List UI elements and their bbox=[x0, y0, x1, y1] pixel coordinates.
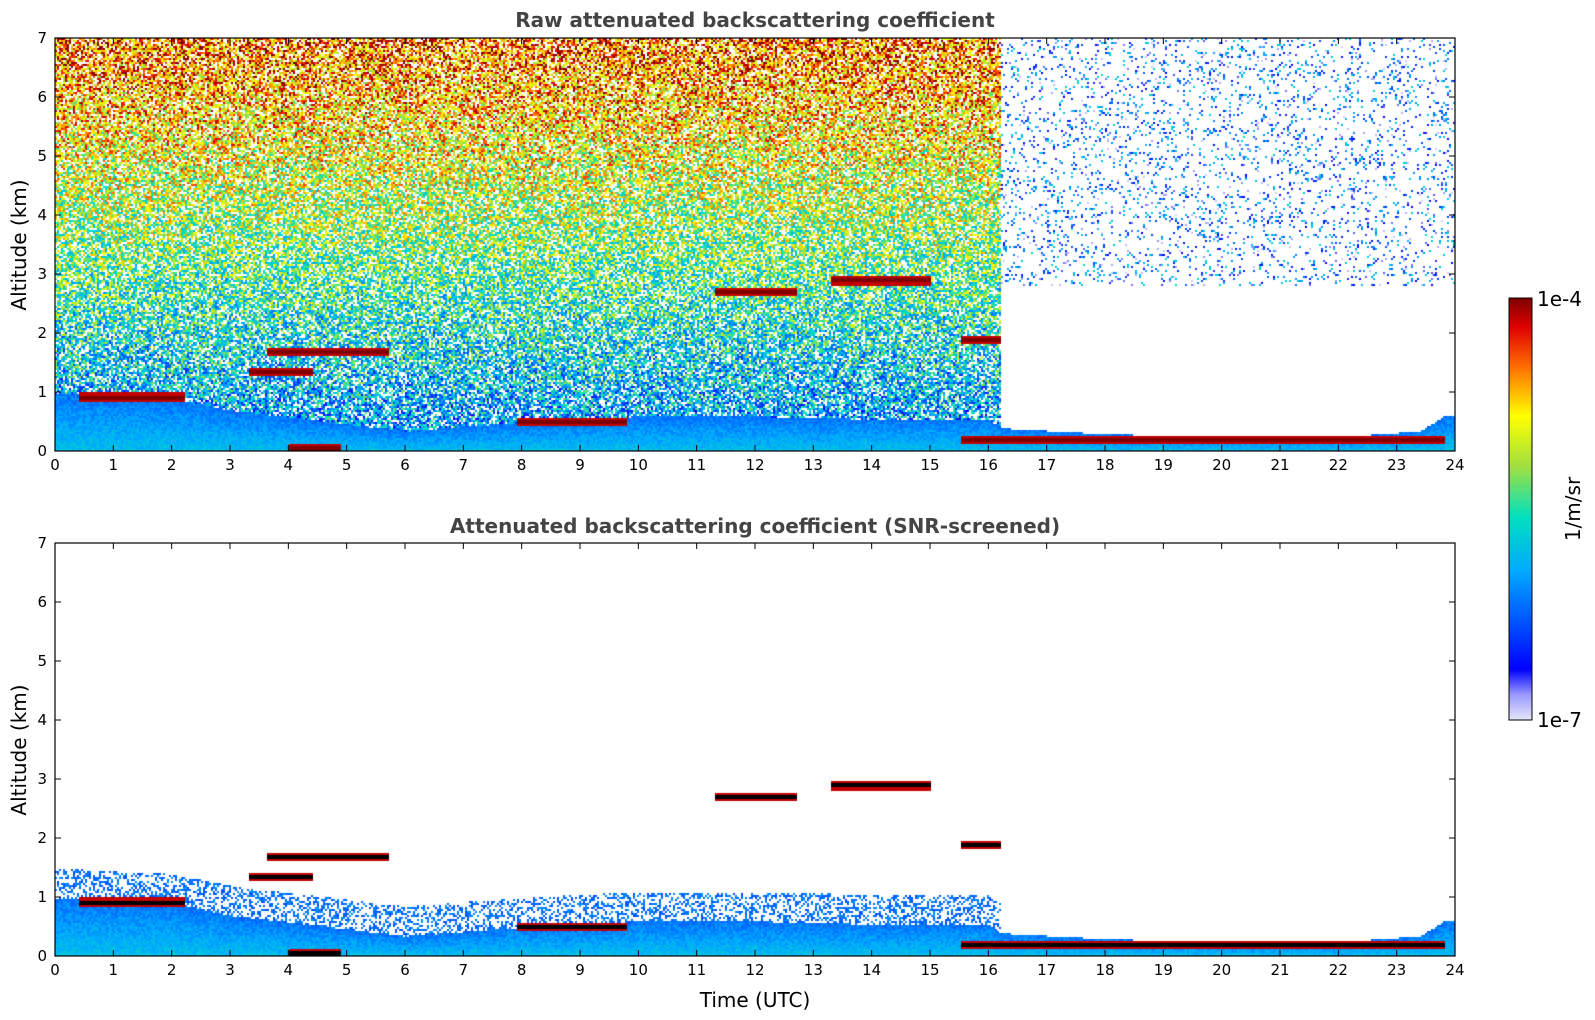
x-tick-label: 10 bbox=[629, 456, 648, 474]
y-tick-label: 1 bbox=[37, 888, 47, 906]
x-tick-label: 1 bbox=[109, 456, 119, 474]
x-tick-label: 4 bbox=[284, 456, 294, 474]
x-tick-label: 2 bbox=[167, 961, 177, 979]
panel-raw-title: Raw attenuated backscattering coefficien… bbox=[515, 8, 995, 32]
x-tick-label: 16 bbox=[979, 456, 998, 474]
panel-screened-heatmap bbox=[55, 543, 1455, 956]
y-tick-label: 3 bbox=[37, 770, 47, 788]
x-tick-label: 12 bbox=[745, 456, 764, 474]
x-tick-label: 20 bbox=[1212, 961, 1231, 979]
y-tick-label: 0 bbox=[37, 947, 47, 965]
y-tick-label: 7 bbox=[37, 29, 47, 47]
colorbar-max-label: 1e-4 bbox=[1537, 287, 1582, 311]
x-tick-label: 9 bbox=[575, 961, 585, 979]
x-tick-label: 1 bbox=[109, 961, 119, 979]
x-tick-label: 19 bbox=[1154, 456, 1173, 474]
x-tick-label: 2 bbox=[167, 456, 177, 474]
x-tick-label: 24 bbox=[1445, 456, 1464, 474]
x-tick-label: 11 bbox=[687, 961, 706, 979]
x-tick-label: 15 bbox=[920, 961, 939, 979]
x-tick-label: 21 bbox=[1270, 456, 1289, 474]
y-tick-label: 0 bbox=[37, 442, 47, 460]
x-tick-label: 5 bbox=[342, 456, 352, 474]
x-tick-label: 17 bbox=[1037, 961, 1056, 979]
x-tick-label: 12 bbox=[745, 961, 764, 979]
y-tick-label: 2 bbox=[37, 324, 47, 342]
x-tick-label: 22 bbox=[1329, 456, 1348, 474]
colorbar-min-label: 1e-7 bbox=[1537, 708, 1582, 732]
x-tick-label: 6 bbox=[400, 456, 410, 474]
panel-raw-axes: 0 1 2 3 4 5 6 7 8 9 10 11 12 13 14 15 16 17 18 19 20 21 22 23 24… bbox=[37, 29, 1464, 474]
x-tick-label: 6 bbox=[400, 961, 410, 979]
x-tick-label: 7 bbox=[459, 456, 469, 474]
x-tick-label: 15 bbox=[920, 456, 939, 474]
x-tick-label: 0 bbox=[50, 961, 60, 979]
y-tick-label: 6 bbox=[37, 88, 47, 106]
x-tick-label: 7 bbox=[459, 961, 469, 979]
x-tick-label: 16 bbox=[979, 961, 998, 979]
x-tick-label: 18 bbox=[1095, 961, 1114, 979]
panel-screened-ylabel: Altitude (km) bbox=[7, 684, 31, 815]
colorbar-ramp bbox=[1508, 297, 1533, 721]
x-tick-label: 3 bbox=[225, 456, 235, 474]
x-tick-label: 14 bbox=[862, 961, 881, 979]
y-tick-label: 2 bbox=[37, 829, 47, 847]
x-tick-label: 8 bbox=[517, 961, 527, 979]
x-tick-label: 20 bbox=[1212, 456, 1231, 474]
panel-raw: Raw attenuated backscattering coefficien… bbox=[7, 8, 1465, 474]
panel-screened-xlabel: Time (UTC) bbox=[699, 988, 811, 1012]
y-tick-label: 5 bbox=[37, 147, 47, 165]
x-tick-label: 5 bbox=[342, 961, 352, 979]
x-tick-label: 13 bbox=[804, 961, 823, 979]
colorbar: 1e-4 1e-7 1/m/sr bbox=[1508, 287, 1585, 732]
y-tick-label: 3 bbox=[37, 265, 47, 283]
x-tick-label: 10 bbox=[629, 961, 648, 979]
x-tick-label: 18 bbox=[1095, 456, 1114, 474]
x-tick-label: 13 bbox=[804, 456, 823, 474]
x-tick-label: 23 bbox=[1387, 961, 1406, 979]
y-tick-label: 4 bbox=[37, 206, 47, 224]
x-tick-label: 22 bbox=[1329, 961, 1348, 979]
x-tick-label: 8 bbox=[517, 456, 527, 474]
x-tick-label: 19 bbox=[1154, 961, 1173, 979]
panel-screened-axes: 0 1 2 3 4 5 6 7 8 9 10 11 12 13 14 15 16 17 18 19 20 21 22 23 24… bbox=[37, 534, 1464, 979]
x-tick-label: 24 bbox=[1445, 961, 1464, 979]
x-tick-label: 11 bbox=[687, 456, 706, 474]
panel-raw-ylabel: Altitude (km) bbox=[7, 179, 31, 310]
panel-raw-heatmap bbox=[55, 38, 1455, 451]
y-tick-label: 5 bbox=[37, 652, 47, 670]
x-tick-label: 17 bbox=[1037, 456, 1056, 474]
x-tick-label: 4 bbox=[284, 961, 294, 979]
y-tick-label: 6 bbox=[37, 593, 47, 611]
panel-screened: Attenuated backscattering coefficient (S… bbox=[7, 514, 1465, 1012]
x-tick-label: 23 bbox=[1387, 456, 1406, 474]
x-tick-label: 14 bbox=[862, 456, 881, 474]
x-tick-label: 3 bbox=[225, 961, 235, 979]
y-tick-label: 7 bbox=[37, 534, 47, 552]
colorbar-unit-label: 1/m/sr bbox=[1561, 476, 1585, 541]
panel-screened-title: Attenuated backscattering coefficient (S… bbox=[450, 514, 1060, 538]
x-tick-label: 21 bbox=[1270, 961, 1289, 979]
y-tick-label: 4 bbox=[37, 711, 47, 729]
y-tick-label: 1 bbox=[37, 383, 47, 401]
x-tick-label: 9 bbox=[575, 456, 585, 474]
x-tick-label: 0 bbox=[50, 456, 60, 474]
